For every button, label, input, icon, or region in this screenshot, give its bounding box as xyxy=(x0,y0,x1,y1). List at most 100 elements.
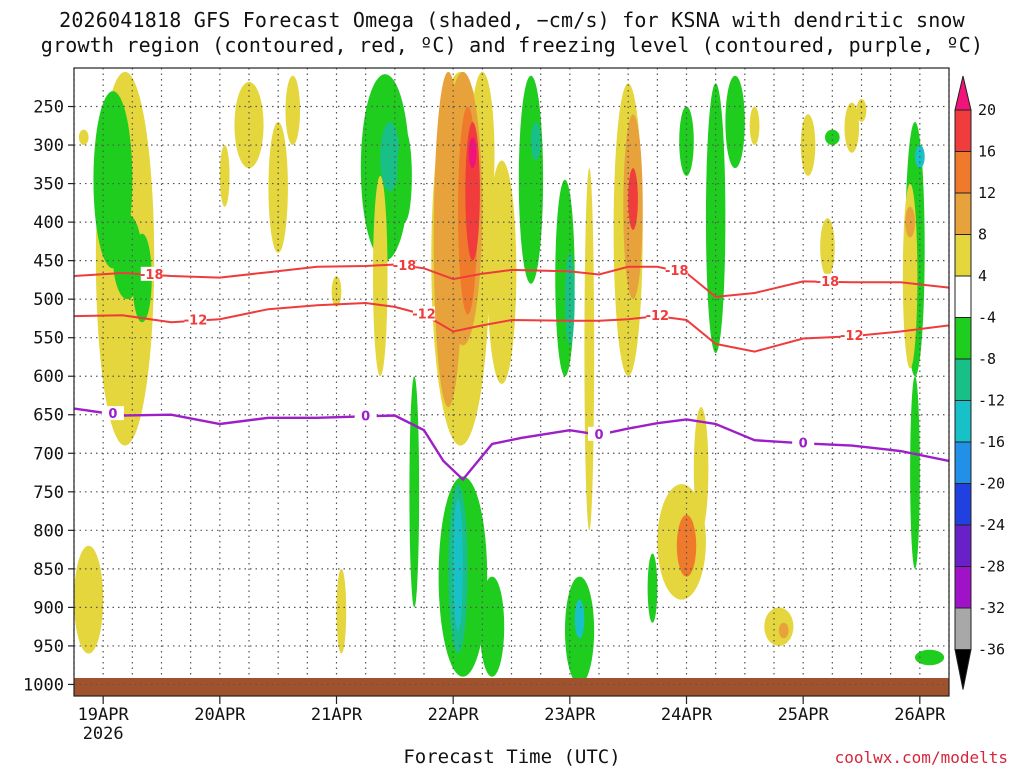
x-tick-label: 23APR xyxy=(544,705,596,725)
omega-shade-blob xyxy=(453,499,463,631)
y-tick-label: 550 xyxy=(33,329,64,349)
grid-layer xyxy=(73,68,950,686)
omega-shade-blob xyxy=(409,376,420,608)
omega-shade-blob xyxy=(234,81,264,169)
omega-shade-blob xyxy=(336,568,347,654)
colorbar-label: -16 xyxy=(978,433,1005,451)
plot-frame xyxy=(73,67,950,697)
contour-label: -18 xyxy=(816,275,840,290)
omega-shade-blob xyxy=(676,514,697,577)
colorbar-label: -28 xyxy=(978,558,1005,576)
omega-shade-blob xyxy=(914,649,945,666)
contour-line--18 xyxy=(74,263,949,298)
colorbar-box xyxy=(954,607,972,650)
y-tick-label: 750 xyxy=(33,483,64,503)
y-tick-label: 400 xyxy=(33,213,64,233)
colorbar-label: -36 xyxy=(978,641,1005,659)
contour-line-0 xyxy=(74,407,949,482)
colorbar: 20 16 12 8 4 -4 -8 -12 -16 -20 -24 -28 -32 -36 xyxy=(954,75,1005,690)
colorbar-box xyxy=(954,275,972,318)
contour-label: 0 xyxy=(799,436,808,451)
contour-line--12 xyxy=(74,301,949,353)
colorbar-box xyxy=(954,524,972,567)
y-tick-label: 300 xyxy=(33,136,64,156)
colorbar-label: -8 xyxy=(978,350,996,368)
contour-label-bg xyxy=(816,273,839,288)
omega-shade-blob xyxy=(705,83,726,354)
y-tick-label: 950 xyxy=(33,637,64,657)
contour-label: 0 xyxy=(361,409,370,424)
omega-shade-blob xyxy=(693,407,709,531)
omega-shade-blob xyxy=(74,545,104,654)
colorbar-label: -20 xyxy=(978,475,1005,493)
omega-shade-blob xyxy=(487,160,517,384)
colorbar-box xyxy=(954,441,972,484)
x-tick-label: 21APR xyxy=(311,705,363,725)
y-tick-label: 500 xyxy=(33,290,64,310)
omega-shade-blob xyxy=(628,168,638,230)
colorbar-label: -32 xyxy=(978,599,1005,617)
colorbar-box xyxy=(954,483,972,526)
y-tick-label: 250 xyxy=(33,98,64,118)
omega-shade-blob xyxy=(910,376,920,569)
contour-label-bg xyxy=(840,328,863,343)
y-tick-label: 450 xyxy=(33,252,64,272)
omega-shade-blob xyxy=(800,114,816,176)
ground-surface-bar xyxy=(74,678,949,696)
colorbar-box xyxy=(954,234,972,277)
x-axis: 19APR 20APR 21APR 22APR 23APR 24APR 25APR 26APR… xyxy=(78,696,946,744)
omega-shade-blob xyxy=(219,145,230,207)
colorbar-box xyxy=(954,151,972,194)
colorbar-box xyxy=(954,566,972,609)
contour-label-bg xyxy=(101,406,124,421)
omega-shade-blob xyxy=(372,175,388,377)
x-axis-label: Forecast Time (UTC) xyxy=(403,746,621,768)
contour-layer: -18 -18 -18 -18 -12 -12 -12 -12 0 0 0 0 xyxy=(74,257,949,482)
contour-label-bg xyxy=(646,308,669,323)
omega-shade-blob xyxy=(856,98,867,122)
omega-shade-blob xyxy=(268,121,288,253)
omega-shade-blob xyxy=(825,129,840,146)
contour-label: -18 xyxy=(665,264,689,279)
y-tick-label: 850 xyxy=(33,560,64,580)
omega-shade-blob xyxy=(647,553,658,623)
omega-shade-blob xyxy=(78,129,89,146)
omega-shade-blob xyxy=(397,129,412,223)
x-tick-label: 26APR xyxy=(894,705,946,725)
contour-label-bg xyxy=(665,262,688,277)
y-tick-label: 700 xyxy=(33,444,64,464)
contour-label: 0 xyxy=(594,428,603,443)
colorbar-label: 4 xyxy=(978,267,987,285)
colorbar-box xyxy=(954,192,972,235)
omega-shade-blob xyxy=(285,75,301,146)
omega-shade-blob xyxy=(380,121,400,192)
contour-label: 0 xyxy=(108,407,117,422)
omega-shade-blob xyxy=(468,137,477,169)
contour-label: -12 xyxy=(184,314,208,329)
omega-shade-blob xyxy=(574,599,585,639)
colorbar-label: 8 xyxy=(978,226,987,244)
colorbar-label: 12 xyxy=(978,184,996,202)
omega-shading-layer xyxy=(74,71,945,678)
colorbar-label: -24 xyxy=(978,516,1005,534)
colorbar-box xyxy=(954,400,972,443)
x-tick-label: 22APR xyxy=(428,705,480,725)
colorbar-bottom-arrow xyxy=(954,649,972,690)
y-tick-label: 650 xyxy=(33,406,64,426)
contour-label: -12 xyxy=(840,329,864,344)
y-tick-label: 600 xyxy=(33,367,64,387)
y-tick-label: 800 xyxy=(33,521,64,541)
x-tick-label: 24APR xyxy=(661,705,713,725)
contour-label-bg xyxy=(184,312,207,327)
omega-shade-blob xyxy=(679,106,694,176)
colorbar-label: 16 xyxy=(978,143,996,161)
omega-shade-blob xyxy=(778,622,789,639)
chart-title-line-1: 2026041818 GFS Forecast Omega (shaded, −… xyxy=(59,8,965,32)
chart-title-line-2: growth region (contoured, red, ºC) and f… xyxy=(40,33,984,57)
x-tick-label: 19APR xyxy=(78,705,130,725)
x-tick-label: 20APR xyxy=(194,705,246,725)
omega-shade-blob xyxy=(749,106,760,146)
credit-link[interactable]: coolwx.com/modelts xyxy=(834,748,1008,767)
colorbar-box xyxy=(954,317,972,360)
omega-shade-blob xyxy=(820,218,835,277)
